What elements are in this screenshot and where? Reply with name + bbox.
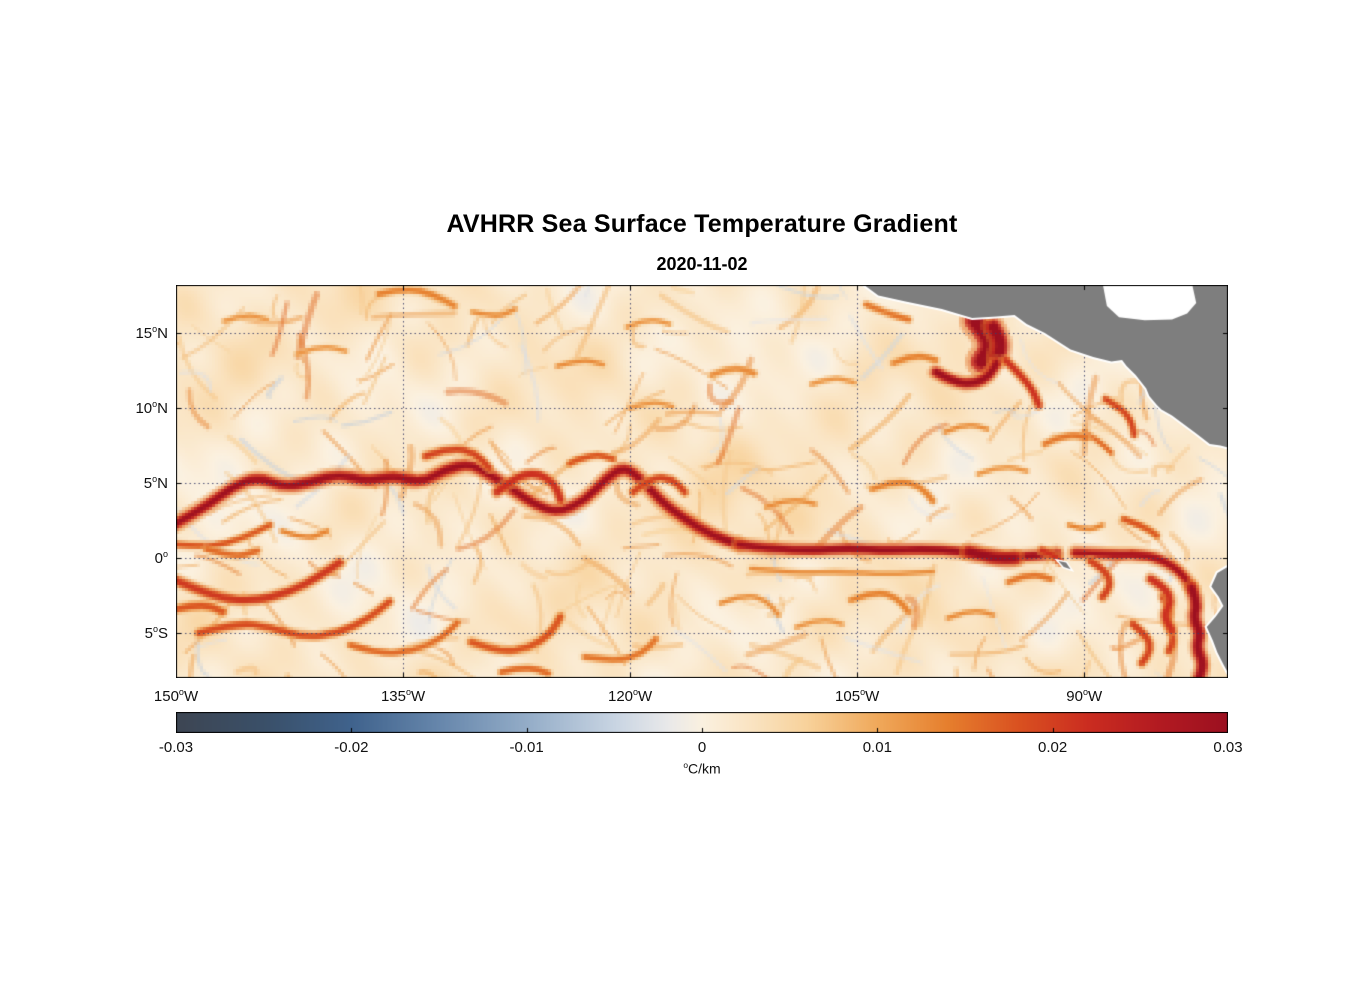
- colorbar-tick-label: -0.03: [158, 739, 194, 756]
- y-tick-label: 5oN: [143, 474, 168, 492]
- figure-date-subtitle: 2020-11-02: [656, 254, 748, 274]
- colorbar: [176, 712, 1228, 733]
- colorbar-unit-label: oC/km: [683, 760, 721, 777]
- map-plot-area: [176, 285, 1228, 678]
- x-tick-label: 135oW: [380, 687, 426, 705]
- y-tick-label: 0o: [154, 549, 168, 567]
- y-tick-label: 10oN: [135, 399, 168, 417]
- colorbar-tick-label: -0.02: [334, 739, 369, 756]
- colorbar-tick-label: 0: [697, 739, 707, 756]
- x-tick-label: 120oW: [607, 687, 653, 705]
- y-tick-label: 5oS: [144, 624, 168, 642]
- sst-gradient-heatmap-canvas: [176, 285, 1228, 678]
- colorbar-tick-label: 0.01: [862, 739, 892, 756]
- x-tick-label: 90oW: [1066, 687, 1103, 705]
- figure-title: AVHRR Sea Surface Temperature Gradient: [446, 210, 958, 238]
- colorbar-tick-label: 0.03: [1213, 739, 1243, 756]
- x-tick-label: 150oW: [153, 687, 199, 705]
- y-tick-label: 15oN: [135, 324, 168, 342]
- colorbar-tick-label: 0.02: [1038, 739, 1068, 756]
- colorbar-gradient-canvas: [176, 712, 1228, 733]
- x-tick-label: 105oW: [835, 687, 880, 705]
- colorbar-tick-label: -0.01: [509, 739, 544, 756]
